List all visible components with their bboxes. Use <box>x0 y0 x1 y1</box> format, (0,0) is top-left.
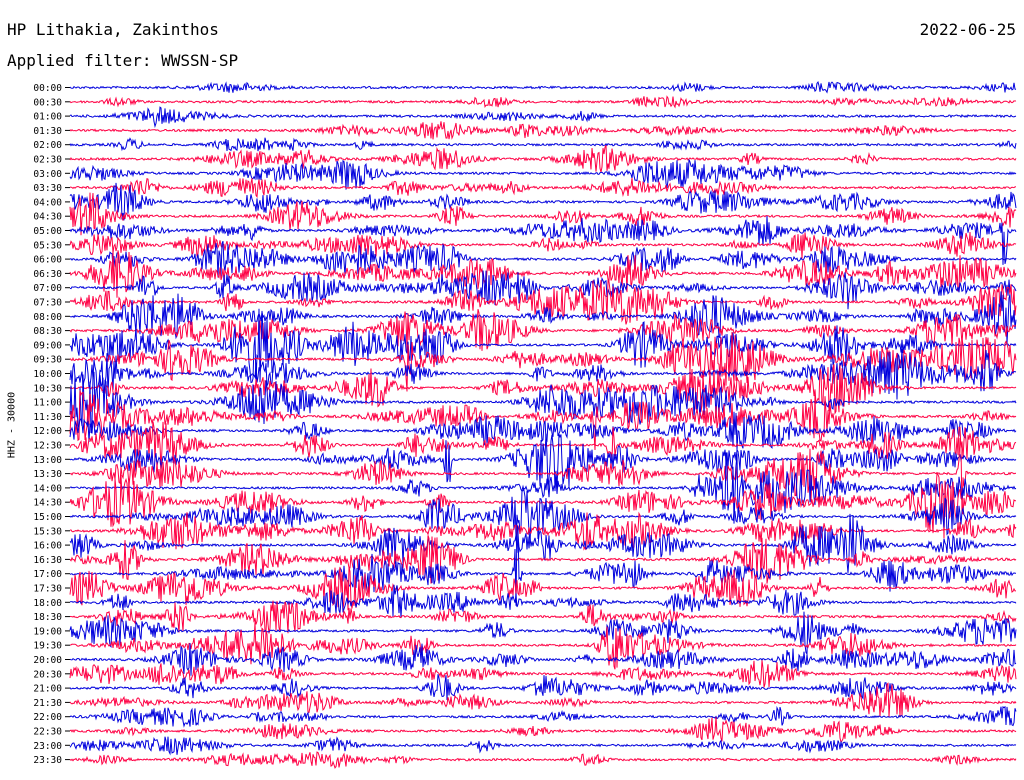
seismic-trace <box>69 674 1017 701</box>
time-tick-label: 00:30 <box>33 97 62 108</box>
seismic-trace <box>69 215 1017 265</box>
time-tick-label: 11:30 <box>33 412 62 423</box>
seismic-trace <box>69 513 1017 573</box>
seismic-trace <box>69 411 1017 450</box>
seismic-trace <box>69 566 1016 611</box>
seismic-trace <box>69 438 1017 514</box>
time-tick-label: 12:00 <box>33 426 62 437</box>
time-tick-label: 02:30 <box>33 155 62 166</box>
time-tick-label: 05:00 <box>33 226 62 237</box>
time-tick-label: 09:30 <box>33 355 62 366</box>
time-tick-label: 19:30 <box>33 641 62 652</box>
time-tick-label: 19:00 <box>33 626 62 637</box>
seismic-trace <box>69 144 1017 173</box>
time-tick-label: 08:30 <box>33 326 62 337</box>
time-tick-label: 06:00 <box>33 255 62 266</box>
seismic-trace <box>69 137 1017 152</box>
seismic-trace <box>69 348 1017 400</box>
seismic-trace <box>69 452 1017 524</box>
time-tick-label: 04:30 <box>33 212 62 223</box>
time-tick-label: 07:00 <box>33 283 62 294</box>
seismic-trace <box>70 584 1017 618</box>
time-tick-label: 17:00 <box>33 569 62 580</box>
time-tick-label: 02:00 <box>33 140 62 151</box>
time-tick-label: 20:00 <box>33 655 62 666</box>
seismic-trace <box>69 524 1017 606</box>
time-tick-label: 08:00 <box>33 312 62 323</box>
time-tick-label: 22:30 <box>33 727 62 738</box>
time-tick-label: 16:30 <box>33 555 62 566</box>
seismic-trace <box>69 308 1017 351</box>
time-tick-label: 07:30 <box>33 298 62 309</box>
seismic-trace <box>70 177 1017 199</box>
seismic-trace <box>69 611 1017 656</box>
seismic-trace <box>69 308 1017 384</box>
time-tick-label: 22:00 <box>33 712 62 723</box>
seismic-trace <box>69 682 1017 717</box>
time-tick-label: 13:00 <box>33 455 62 466</box>
seismic-trace <box>69 364 1017 416</box>
time-tick-label: 15:30 <box>33 526 62 537</box>
seismic-trace <box>69 121 1017 140</box>
time-tick-label: 05:30 <box>33 240 62 251</box>
seismic-trace <box>69 241 1017 278</box>
seismic-trace <box>69 390 1017 451</box>
seismic-trace <box>69 705 1017 728</box>
time-tick-label: 10:30 <box>33 383 62 394</box>
seismic-trace <box>69 249 1017 298</box>
seismic-trace <box>69 192 1017 236</box>
time-tick-label: 21:00 <box>33 684 62 695</box>
seismic-trace <box>69 159 1017 190</box>
time-tick-label: 15:00 <box>33 512 62 523</box>
time-tick-label: 03:00 <box>33 169 62 180</box>
seismic-trace <box>69 371 1017 434</box>
time-tick-label: 16:00 <box>33 541 62 552</box>
time-tick-label: 14:00 <box>33 483 62 494</box>
time-tick-label: 11:00 <box>33 398 62 409</box>
time-tick-label: 21:30 <box>33 698 62 709</box>
time-tick-label: 01:00 <box>33 112 62 123</box>
time-tick-label: 10:00 <box>33 369 62 380</box>
time-tick-label: 23:30 <box>33 755 62 766</box>
time-tick-label: 13:30 <box>33 469 62 480</box>
time-tick-label: 03:30 <box>33 183 62 194</box>
seismic-trace <box>69 81 1017 94</box>
time-tick-label: 23:00 <box>33 741 62 752</box>
time-tick-label: 04:00 <box>33 197 62 208</box>
seismic-trace <box>69 535 1017 584</box>
time-tick-label: 20:30 <box>33 669 62 680</box>
seismic-trace <box>69 600 1017 634</box>
time-tick-label: 12:30 <box>33 441 62 452</box>
seismic-trace <box>69 182 1017 221</box>
seismic-trace <box>69 660 1017 688</box>
seismic-trace <box>69 433 1017 492</box>
seismic-trace <box>69 106 1017 129</box>
seismic-trace <box>69 95 1017 109</box>
seismic-trace <box>69 291 1017 344</box>
seismic-trace <box>69 270 1017 310</box>
time-tick-label: 17:30 <box>33 584 62 595</box>
seismic-trace <box>69 622 1017 670</box>
date-label: 2022-06-25 <box>919 20 1016 39</box>
time-tick-label: 18:30 <box>33 612 62 623</box>
seismic-trace <box>69 279 1017 325</box>
seismic-trace <box>69 643 1017 676</box>
filter-label: Applied filter: WWSSN-SP <box>7 51 239 70</box>
time-tick-label: 01:30 <box>33 126 62 137</box>
seismic-trace <box>69 511 1017 551</box>
time-tick-label: 18:00 <box>33 598 62 609</box>
seismic-trace <box>69 736 1017 756</box>
seismic-trace <box>69 717 1017 744</box>
time-tick-label: 14:30 <box>33 498 62 509</box>
time-tick-label: 06:30 <box>33 269 62 280</box>
time-tick-label: 00:00 <box>33 83 62 94</box>
seismic-trace <box>69 472 1016 539</box>
seismic-trace <box>69 751 1017 769</box>
time-tick-label: 09:00 <box>33 340 62 351</box>
station-title: HP Lithakia, Zakinthos <box>7 20 219 39</box>
